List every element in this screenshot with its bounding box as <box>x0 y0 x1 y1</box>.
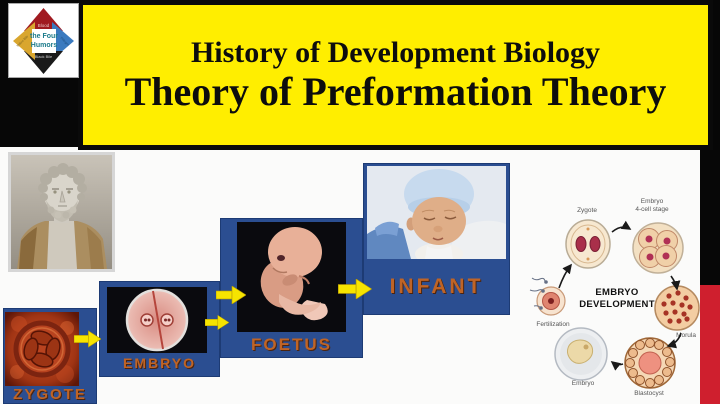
diagram-morula-label: Morula <box>676 332 696 339</box>
embryo-two-cell-illustration <box>107 287 207 353</box>
diagram-four-cell-label-2: 4-cell stage <box>635 206 669 213</box>
aristotle-bust-illustration <box>11 155 112 269</box>
logo-black-bile-label: Black Bile <box>35 54 53 59</box>
zygote-cell-illustration <box>5 312 79 386</box>
diagram-fertilization <box>529 277 566 316</box>
stage-label-zygote: ZYGOTE <box>13 386 87 403</box>
diagram-four-cell-stage <box>632 222 684 274</box>
logo-blood-label: Blood <box>38 23 50 28</box>
diagram-heading-1: EMBRYO <box>595 287 638 298</box>
diagram-zygote-cell <box>565 219 611 269</box>
arrow-embryo-to-foetus-lower-icon <box>205 315 229 330</box>
title-line-1: History of Development Biology <box>190 35 601 69</box>
logo-center-square <box>32 29 56 53</box>
diagram-blastocyst-label: Blastocyst <box>634 390 664 397</box>
diagram-morula <box>654 285 700 331</box>
diagram-late-embryo <box>554 327 608 381</box>
logo-phlegm-label: Phlegm <box>59 36 70 47</box>
stage-label-infant: INFANT <box>389 275 484 298</box>
arrow-embryo-to-foetus-upper-icon <box>216 286 246 304</box>
infant-photo <box>367 166 506 265</box>
logo-center-text-1: the Four <box>30 33 58 40</box>
zygote-image <box>5 312 79 386</box>
title-banner: History of Development Biology Theory of… <box>78 0 713 150</box>
stage-label-foetus: FOETUS <box>251 335 332 354</box>
diagram-fertilization-label: Fertilization <box>536 321 570 328</box>
embryo-development-diagram: EMBRYO DEVELOPMENT Zygote Embryo 4-cell … <box>529 198 700 397</box>
arrow-foetus-to-infant-icon <box>338 279 372 299</box>
diagram-blastocyst <box>624 337 676 389</box>
diagram-zygote-label: Zygote <box>577 207 597 214</box>
stage-panel-embryo: EMBRYO <box>99 281 220 377</box>
stage-panel-zygote: ZYGOTE <box>3 308 97 404</box>
right-red-stripe <box>700 285 720 404</box>
humor-yellow-bile-triangle <box>13 22 35 60</box>
foetus-image <box>237 222 346 332</box>
stage-panel-infant: INFANT <box>363 163 510 315</box>
diagram-four-cell-label-1: Embryo <box>641 198 664 205</box>
stage-label-embryo: EMBRYO <box>123 355 196 371</box>
foetus-illustration <box>237 222 346 332</box>
embryo-image <box>107 287 207 353</box>
infant-illustration <box>367 166 506 265</box>
logo-center-text-2: Humors <box>31 42 58 49</box>
four-humors-diamond-icon: the Four Humors Blood Black Bile Yellow … <box>13 8 74 74</box>
arrow-zygote-to-embryo-icon <box>74 330 101 348</box>
humor-phlegm-triangle <box>52 22 74 60</box>
aristotle-bust-image <box>8 152 115 272</box>
four-humors-logo: the Four Humors Blood Black Bile Yellow … <box>8 3 79 78</box>
diagram-heading-2: DEVELOPMENT <box>579 299 655 310</box>
cycle-arrows <box>558 220 682 371</box>
diagram-embryo-label: Embryo <box>572 380 595 387</box>
title-line-2: Theory of Preformation Theory <box>124 69 667 115</box>
